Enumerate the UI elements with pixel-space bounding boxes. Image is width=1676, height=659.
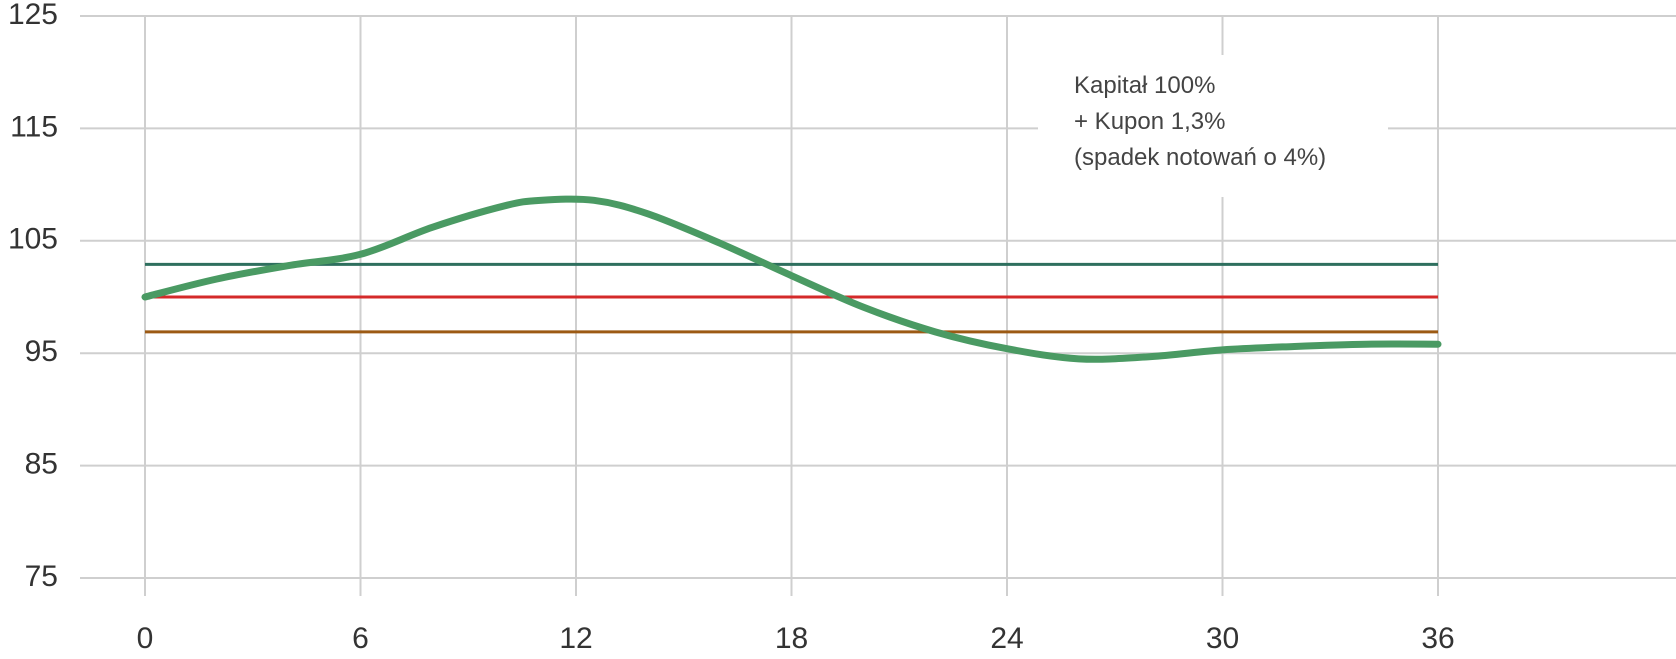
annotation-line-1: Kapitał 100% <box>1074 72 1215 99</box>
x-tick-label-12: 12 <box>559 622 592 655</box>
y-tick-label-75: 75 <box>25 560 58 593</box>
horizontal-gridlines <box>80 15 1676 579</box>
x-tick-label-36: 36 <box>1421 622 1454 655</box>
y-tick-label-105: 105 <box>8 223 58 256</box>
series-layer <box>141 195 1442 363</box>
x-tick-label-24: 24 <box>990 622 1023 655</box>
x-tick-label-6: 6 <box>352 622 369 655</box>
y-tick-label-115: 115 <box>10 110 58 143</box>
y-tick-label-85: 85 <box>25 448 58 481</box>
annotation-line-2: + Kupon 1,3% <box>1074 108 1225 135</box>
x-axis-ticks: 0 6 12 18 24 30 36 <box>137 622 1455 655</box>
annotation-box: Kapitał 100% + Kupon 1,3% (spadek notowa… <box>1038 55 1388 197</box>
x-tick-label-18: 18 <box>775 622 808 655</box>
y-tick-label-95: 95 <box>25 335 58 368</box>
x-tick-label-30: 30 <box>1206 622 1239 655</box>
annotation-line-3: (spadek notowań o 4%) <box>1074 144 1326 171</box>
y-tick-label-125: 125 <box>8 0 58 31</box>
reference-lines <box>145 262 1438 334</box>
series-line-1 <box>141 195 1442 363</box>
y-axis-ticks: 75 85 95 105 115 125 <box>8 0 58 593</box>
annotation-background <box>1038 55 1388 197</box>
x-tick-label-0: 0 <box>137 622 154 655</box>
